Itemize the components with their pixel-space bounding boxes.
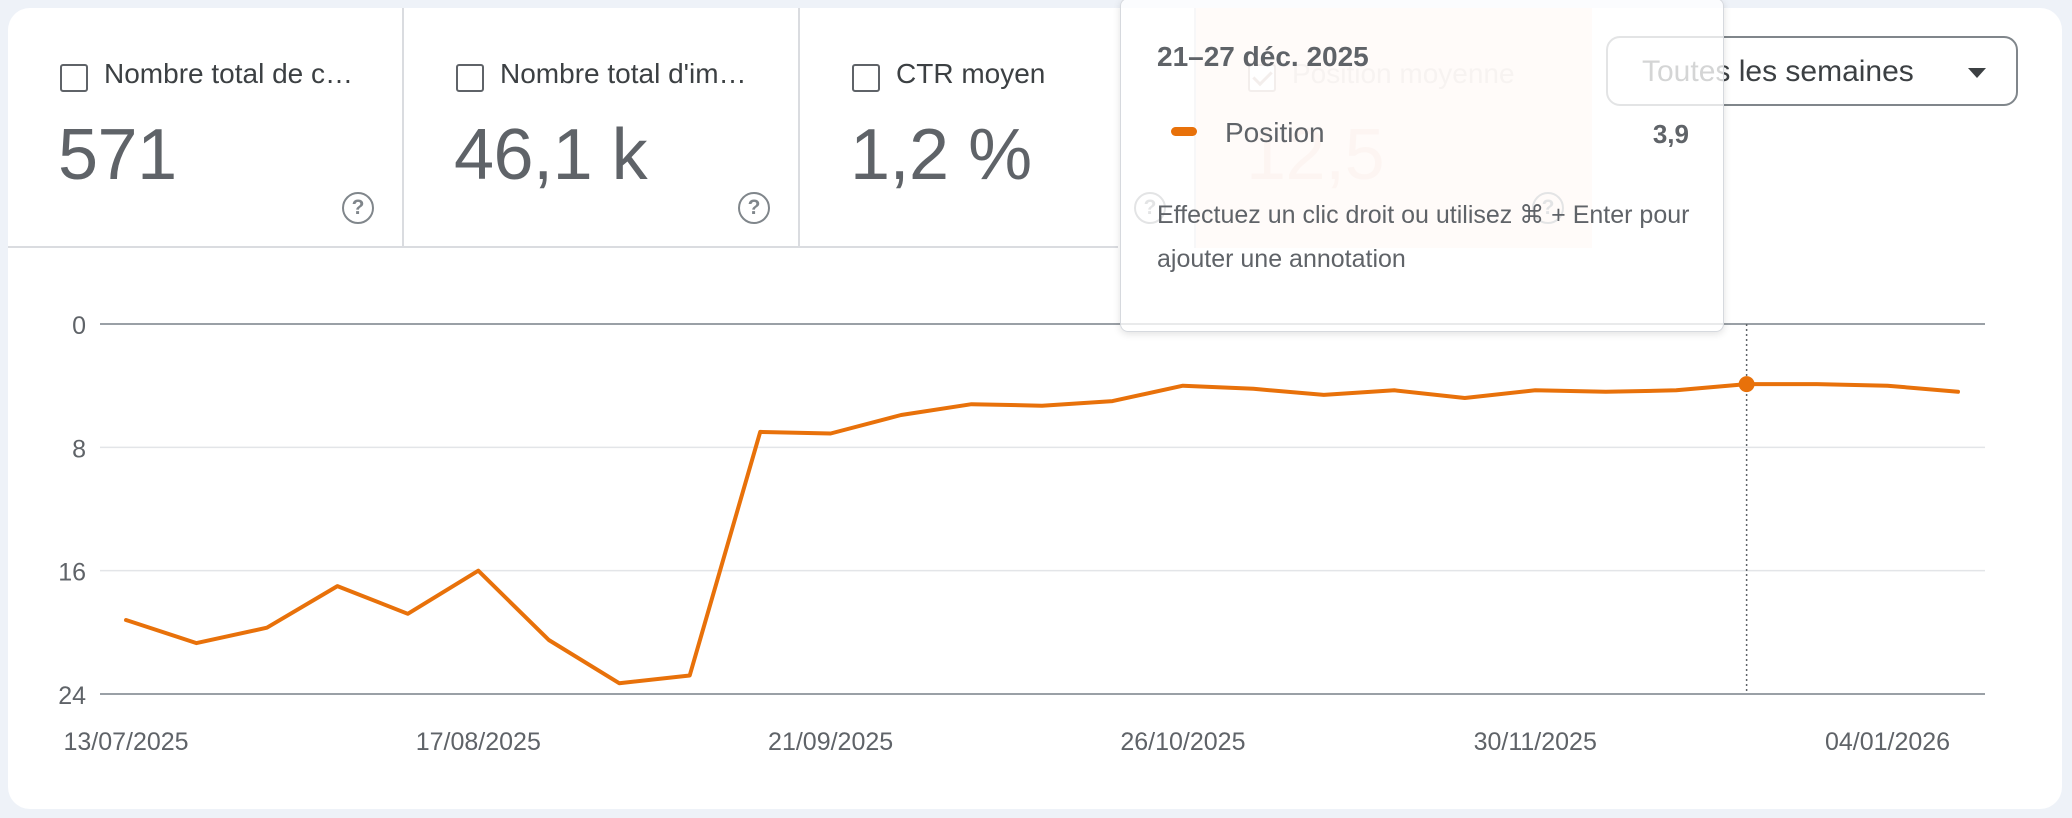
y-tick-label: 16 xyxy=(58,559,86,587)
metric-label: CTR moyen xyxy=(896,58,1046,89)
metric-label: Nombre total d'im… xyxy=(500,58,747,89)
metric-value: 571 xyxy=(58,115,177,195)
tooltip-series-name: Position xyxy=(1225,117,1325,148)
x-tick-label: 17/08/2025 xyxy=(416,728,541,756)
tooltip-hint: Effectuez un clic droit ou utilisez ⌘ + … xyxy=(1157,201,1690,273)
y-tick-label: 8 xyxy=(72,435,86,463)
tooltip-date: 21–27 déc. 2025 xyxy=(1157,41,1369,72)
tooltip-value: 3,9 xyxy=(1652,119,1689,149)
metric-checkbox[interactable] xyxy=(60,64,88,92)
help-icon[interactable]: ? xyxy=(342,192,374,224)
x-tick-label: 30/11/2025 xyxy=(1474,728,1597,756)
y-tick-label: 0 xyxy=(72,312,86,340)
chart-tooltip: 21–27 déc. 2025 Position 3,9 Effectuez u… xyxy=(1120,0,1724,332)
metric-label: Nombre total de c… xyxy=(104,58,353,89)
series-line-position[interactable] xyxy=(124,382,1960,686)
chevron-down-icon xyxy=(1968,68,1986,78)
metric-checkbox[interactable] xyxy=(852,64,880,92)
x-tick-label: 26/10/2025 xyxy=(1120,728,1245,756)
highlighted-data-point[interactable] xyxy=(1738,376,1755,393)
x-tick-label: 04/01/2026 xyxy=(1825,728,1950,756)
x-tick-label: 21/09/2025 xyxy=(768,728,893,756)
metric-value: 1,2 % xyxy=(850,115,1032,195)
metric-checkbox[interactable] xyxy=(456,64,484,92)
metric-card-clicks[interactable]: Nombre total de c… 571? xyxy=(8,8,404,248)
help-icon[interactable]: ? xyxy=(738,192,770,224)
x-tick-label: 13/07/2025 xyxy=(63,728,188,756)
y-tick-label: 24 xyxy=(58,682,86,710)
metric-card-impressions[interactable]: Nombre total d'im… 46,1 k? xyxy=(404,8,800,248)
tooltip-series-swatch xyxy=(1171,127,1197,136)
metric-value: 46,1 k xyxy=(454,115,648,195)
